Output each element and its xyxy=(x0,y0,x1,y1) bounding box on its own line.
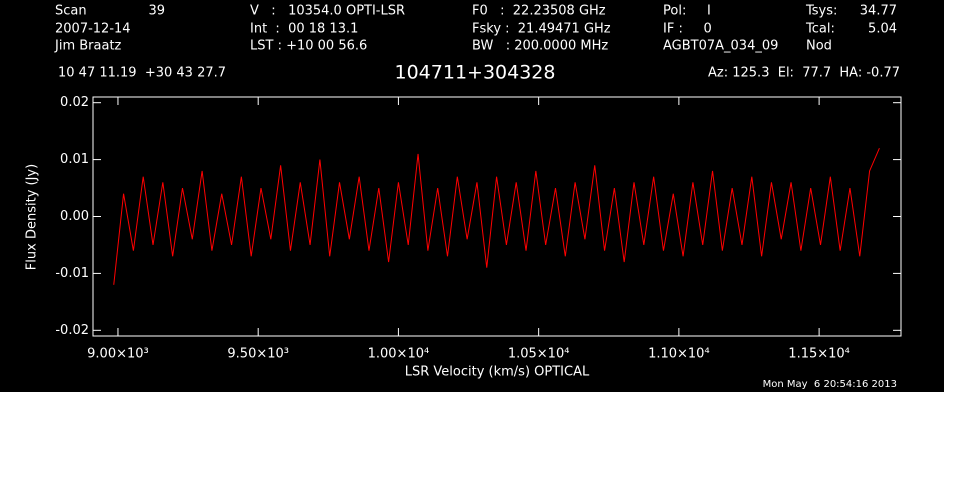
x-tick-label: 1.05×10⁴ xyxy=(508,347,570,362)
spectrum-line xyxy=(113,148,880,285)
header-text: Mon May 6 20:54:16 2013 xyxy=(763,379,897,390)
header-text: Nod xyxy=(806,39,832,54)
header-text: Tsys: xyxy=(805,4,837,19)
chart: 104711+304328 LSR Velocity (km/s) OPTICA… xyxy=(0,0,944,392)
y-tick-label: 0.01 xyxy=(60,152,89,167)
header-text: Scan xyxy=(55,4,87,19)
header-text: Jim Braatz xyxy=(54,39,122,54)
x-axis-label: LSR Velocity (km/s) OPTICAL xyxy=(405,365,590,380)
x-tick-label: 1.00×10⁴ xyxy=(368,347,430,362)
header-text: F0 : 22.23508 GHz xyxy=(472,4,606,19)
header-text: Az: 125.3 El: 77.7 HA: -0.77 xyxy=(708,66,900,81)
header-text: IF : 0 xyxy=(663,22,712,37)
header-text: 2007-12-14 xyxy=(55,22,131,37)
x-tick-label: 1.10×10⁴ xyxy=(648,347,710,362)
header-text: LST : +10 00 56.6 xyxy=(250,39,367,54)
header-text: 34.77 xyxy=(860,4,897,19)
header-text: 10 47 11.19 +30 43 27.7 xyxy=(58,66,226,81)
header-text: Pol: I xyxy=(663,4,711,19)
header-text: 5.04 xyxy=(868,22,897,37)
chart-title: 104711+304328 xyxy=(395,62,556,84)
y-axis-label: Flux Density (Jy) xyxy=(25,164,40,270)
x-tick-label: 9.50×10³ xyxy=(227,347,289,362)
header-text: Int : 00 18 13.1 xyxy=(250,22,358,37)
header-text: Tcal: xyxy=(805,22,835,37)
header-text: 39 xyxy=(148,4,165,19)
y-tick-label: 0.02 xyxy=(60,95,89,110)
header-text: AGBT07A_034_09 xyxy=(663,39,778,54)
y-tick-label: -0.01 xyxy=(55,266,89,281)
x-tick-label: 9.00×10³ xyxy=(87,347,149,362)
header-text: BW : 200.0000 MHz xyxy=(472,39,608,54)
plot-frame xyxy=(92,96,902,337)
y-tick-label: -0.02 xyxy=(55,323,89,338)
header-text: V : 10354.0 OPTI-LSR xyxy=(250,4,405,19)
x-tick-label: 1.15×10⁴ xyxy=(788,347,850,362)
y-tick-label: 0.00 xyxy=(60,209,89,224)
header-text: Fsky : 21.49471 GHz xyxy=(472,22,611,37)
